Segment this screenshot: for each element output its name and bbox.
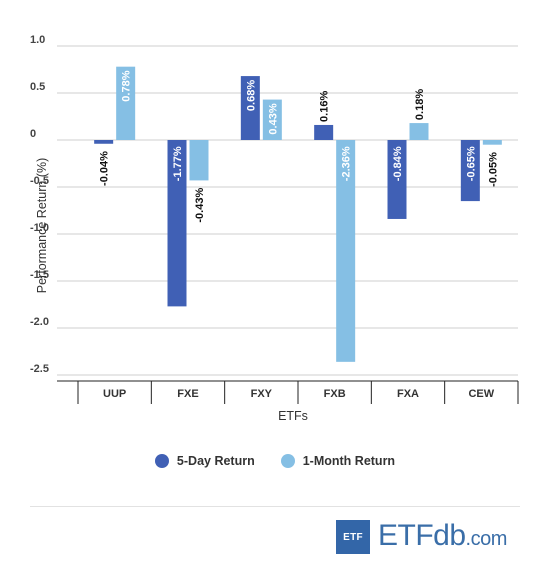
bar-1-month xyxy=(262,99,282,140)
bar-5-day xyxy=(167,140,187,307)
y-tick-label: -1.5 xyxy=(30,269,49,281)
x-axis-title: ETFs xyxy=(278,409,308,423)
data-label: -0.65% xyxy=(465,146,477,181)
legend-swatch-1-month xyxy=(280,454,295,468)
bar-1-month xyxy=(336,140,356,362)
etfdb-logo[interactable]: ETF ETFdb.com xyxy=(336,519,507,555)
data-label: 0.43% xyxy=(267,103,279,134)
bar-5-day xyxy=(240,76,260,140)
y-tick-label: -2.0 xyxy=(30,316,49,328)
x-tick-label: FXA xyxy=(397,388,419,400)
data-label: -2.36% xyxy=(341,146,353,181)
data-label: 0.68% xyxy=(245,80,257,111)
chart-legend: 5-Day Return 1-Month Return xyxy=(0,454,550,468)
x-tick-label: CEW xyxy=(468,388,494,400)
logo-badge: ETF xyxy=(336,520,370,554)
y-tick-label: -1.0 xyxy=(30,222,49,234)
y-tick-label: -2.5 xyxy=(30,363,49,375)
bar-1-month xyxy=(116,66,136,140)
logo-com-text: .com xyxy=(465,527,508,550)
data-label: -1.77% xyxy=(172,146,184,181)
data-label: 0.16% xyxy=(319,91,331,122)
bar-1-month xyxy=(189,140,209,181)
y-tick-label: -0.5 xyxy=(30,175,49,187)
bar-1-month xyxy=(482,140,502,145)
logo-db-text: db xyxy=(433,518,466,552)
x-tick-label: FXE xyxy=(177,388,198,400)
y-axis-title: Performance Return (%) xyxy=(35,158,49,293)
bar-5-day xyxy=(387,140,407,219)
legend-item-5-day: 5-Day Return xyxy=(154,454,255,468)
y-tick-label: 0.5 xyxy=(30,81,45,93)
legend-label-1-month: 1-Month Return xyxy=(302,454,396,468)
data-label: -0.04% xyxy=(99,151,111,186)
footer-divider xyxy=(30,506,520,507)
data-label: -0.43% xyxy=(194,188,206,223)
logo-wordmark: ETFdb.com xyxy=(378,518,507,557)
bar-5-day xyxy=(460,140,480,202)
bar-5-day xyxy=(314,124,334,140)
data-label: 0.18% xyxy=(414,89,426,120)
legend-swatch-5-day xyxy=(154,454,169,468)
data-label: -0.05% xyxy=(487,152,499,187)
data-label: 0.78% xyxy=(121,70,133,101)
x-tick-label: FXY xyxy=(251,388,273,400)
bar-1-month xyxy=(409,123,429,140)
y-tick-label: 1.0 xyxy=(30,34,45,46)
x-tick-label: FXB xyxy=(324,388,346,400)
legend-label-5-day: 5-Day Return xyxy=(176,454,255,468)
bar-5-day xyxy=(94,140,114,144)
x-tick-label: UUP xyxy=(103,388,126,400)
legend-item-1-month: 1-Month Return xyxy=(280,454,396,468)
logo-etf-text: ETF xyxy=(378,518,434,552)
y-tick-label: 0 xyxy=(30,128,36,140)
data-label: -0.84% xyxy=(392,146,404,181)
